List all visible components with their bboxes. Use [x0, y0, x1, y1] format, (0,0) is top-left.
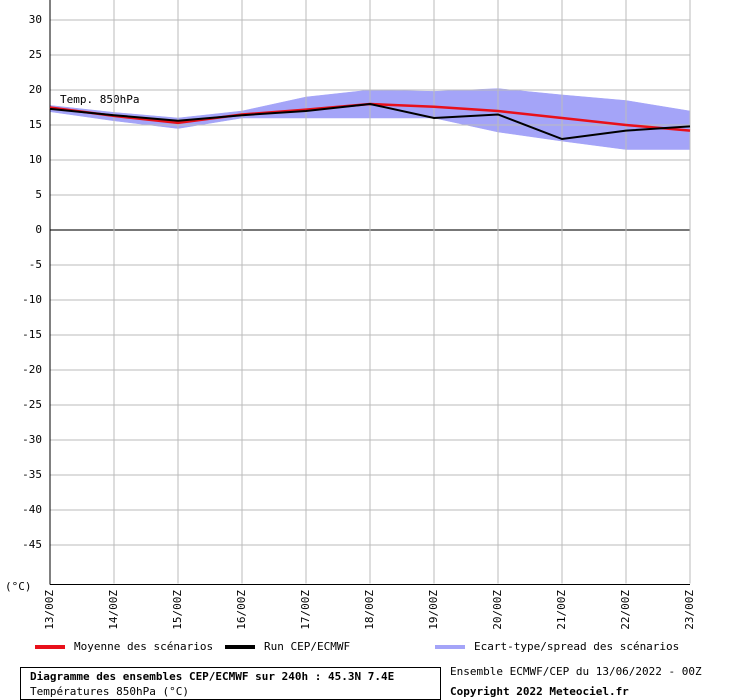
- legend-label: Run CEP/ECMWF: [264, 640, 350, 653]
- y-tick-label: 30: [29, 13, 42, 26]
- y-tick-label: -25: [22, 398, 42, 411]
- y-tick-label: 10: [29, 153, 42, 166]
- y-axis-label: (°C): [5, 580, 32, 593]
- y-tick-label: -20: [22, 363, 42, 376]
- y-tick-label: -5: [29, 258, 42, 271]
- y-tick-label: -10: [22, 293, 42, 306]
- x-tick-label: 16/00Z: [235, 590, 248, 630]
- y-tick-label: -45: [22, 538, 42, 551]
- x-tick-label: 17/00Z: [299, 590, 312, 630]
- x-tick-label: 14/00Z: [107, 590, 120, 630]
- y-tick-label: -30: [22, 433, 42, 446]
- y-tick-label: 0: [35, 223, 42, 236]
- legend-label: Moyenne des scénarios: [74, 640, 213, 653]
- y-tick-label: 25: [29, 48, 42, 61]
- y-tick-label: 15: [29, 118, 42, 131]
- x-tick-label: 18/00Z: [363, 590, 376, 630]
- title-box: [20, 667, 441, 700]
- legend-label: Ecart-type/spread des scénarios: [474, 640, 679, 653]
- y-tick-label: -15: [22, 328, 42, 341]
- source: Ensemble ECMWF/CEP du 13/06/2022 - 00Z: [450, 665, 702, 678]
- y-tick-label: 5: [35, 188, 42, 201]
- copyright: Copyright 2022 Meteociel.fr: [450, 685, 629, 698]
- chart-subtitle: Températures 850hPa (°C): [30, 685, 189, 698]
- x-tick-label: 21/00Z: [555, 590, 568, 630]
- x-tick-label: 13/00Z: [43, 590, 56, 630]
- chart-title: Diagramme des ensembles CEP/ECMWF sur 24…: [30, 670, 394, 683]
- x-tick-label: 23/00Z: [683, 590, 696, 630]
- y-tick-label: 20: [29, 83, 42, 96]
- x-tick-label: 19/00Z: [427, 590, 440, 630]
- x-tick-label: 22/00Z: [619, 590, 632, 630]
- x-tick-label: 20/00Z: [491, 590, 504, 630]
- annotation: Temp. 850hPa: [60, 93, 139, 106]
- y-tick-label: -40: [22, 503, 42, 516]
- y-tick-label: -35: [22, 468, 42, 481]
- x-tick-label: 15/00Z: [171, 590, 184, 630]
- run-line: [49, 102, 691, 141]
